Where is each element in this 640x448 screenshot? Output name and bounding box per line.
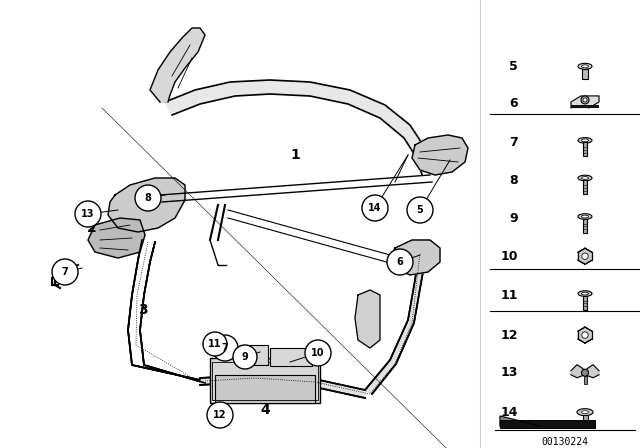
Ellipse shape xyxy=(578,138,592,143)
Circle shape xyxy=(75,201,101,227)
Circle shape xyxy=(582,253,588,259)
Polygon shape xyxy=(128,240,205,383)
Ellipse shape xyxy=(578,63,592,69)
Circle shape xyxy=(52,259,78,285)
Polygon shape xyxy=(571,365,585,378)
Ellipse shape xyxy=(578,214,592,220)
Circle shape xyxy=(582,332,588,338)
Ellipse shape xyxy=(582,139,589,142)
Text: 13: 13 xyxy=(81,209,95,219)
Polygon shape xyxy=(365,248,427,394)
Bar xyxy=(584,376,586,384)
Polygon shape xyxy=(108,178,185,232)
Circle shape xyxy=(305,340,331,366)
Polygon shape xyxy=(578,248,592,264)
Circle shape xyxy=(135,185,161,211)
Text: 3: 3 xyxy=(138,303,148,317)
Polygon shape xyxy=(585,365,599,378)
Bar xyxy=(240,345,268,365)
Bar xyxy=(582,69,588,79)
Text: 1: 1 xyxy=(290,148,300,162)
Ellipse shape xyxy=(578,291,592,297)
Text: 00130224: 00130224 xyxy=(541,437,589,447)
Circle shape xyxy=(387,249,413,275)
Text: 9: 9 xyxy=(242,352,248,362)
Text: 7: 7 xyxy=(221,343,228,353)
Bar xyxy=(215,375,315,403)
Text: 12: 12 xyxy=(213,410,227,420)
Polygon shape xyxy=(165,80,430,175)
Ellipse shape xyxy=(582,215,589,218)
Circle shape xyxy=(583,98,587,102)
Text: 6: 6 xyxy=(397,257,403,267)
Circle shape xyxy=(582,369,589,376)
Polygon shape xyxy=(355,290,380,348)
Text: 11: 11 xyxy=(500,289,518,302)
Text: 4: 4 xyxy=(260,403,270,417)
Bar xyxy=(583,296,587,310)
Polygon shape xyxy=(500,416,540,426)
Text: 7: 7 xyxy=(509,136,518,149)
Text: 5: 5 xyxy=(509,60,518,73)
Polygon shape xyxy=(412,135,468,175)
Polygon shape xyxy=(390,240,440,275)
Ellipse shape xyxy=(582,65,589,68)
Bar xyxy=(583,180,587,194)
Text: 5: 5 xyxy=(417,205,424,215)
Text: 12: 12 xyxy=(500,328,518,342)
Text: 2: 2 xyxy=(87,221,97,235)
Circle shape xyxy=(207,402,233,428)
Text: 6: 6 xyxy=(509,97,518,111)
Text: 10: 10 xyxy=(311,348,324,358)
Bar xyxy=(270,348,312,366)
Ellipse shape xyxy=(578,175,592,181)
Text: 8: 8 xyxy=(145,193,152,203)
Bar xyxy=(571,105,599,108)
Polygon shape xyxy=(578,327,592,343)
Polygon shape xyxy=(150,28,205,102)
Bar xyxy=(500,420,595,428)
Ellipse shape xyxy=(582,411,589,414)
Text: 14: 14 xyxy=(368,203,381,213)
Text: 10: 10 xyxy=(500,250,518,263)
Text: 9: 9 xyxy=(509,212,518,225)
Ellipse shape xyxy=(577,409,593,416)
Bar xyxy=(212,362,318,400)
Ellipse shape xyxy=(582,177,589,179)
Circle shape xyxy=(212,335,238,361)
Bar xyxy=(583,219,587,233)
Ellipse shape xyxy=(582,292,589,295)
Text: 8: 8 xyxy=(509,173,518,187)
Polygon shape xyxy=(88,218,145,258)
Text: 7: 7 xyxy=(61,267,68,277)
Text: 13: 13 xyxy=(500,366,518,379)
Text: 11: 11 xyxy=(208,339,221,349)
Circle shape xyxy=(581,96,589,104)
Bar xyxy=(583,142,587,156)
Circle shape xyxy=(233,345,257,369)
Circle shape xyxy=(362,195,388,221)
Bar xyxy=(210,358,320,403)
Polygon shape xyxy=(571,96,599,108)
Text: 14: 14 xyxy=(500,405,518,419)
Polygon shape xyxy=(200,375,365,398)
Circle shape xyxy=(203,332,227,356)
Bar xyxy=(582,415,588,425)
Circle shape xyxy=(407,197,433,223)
